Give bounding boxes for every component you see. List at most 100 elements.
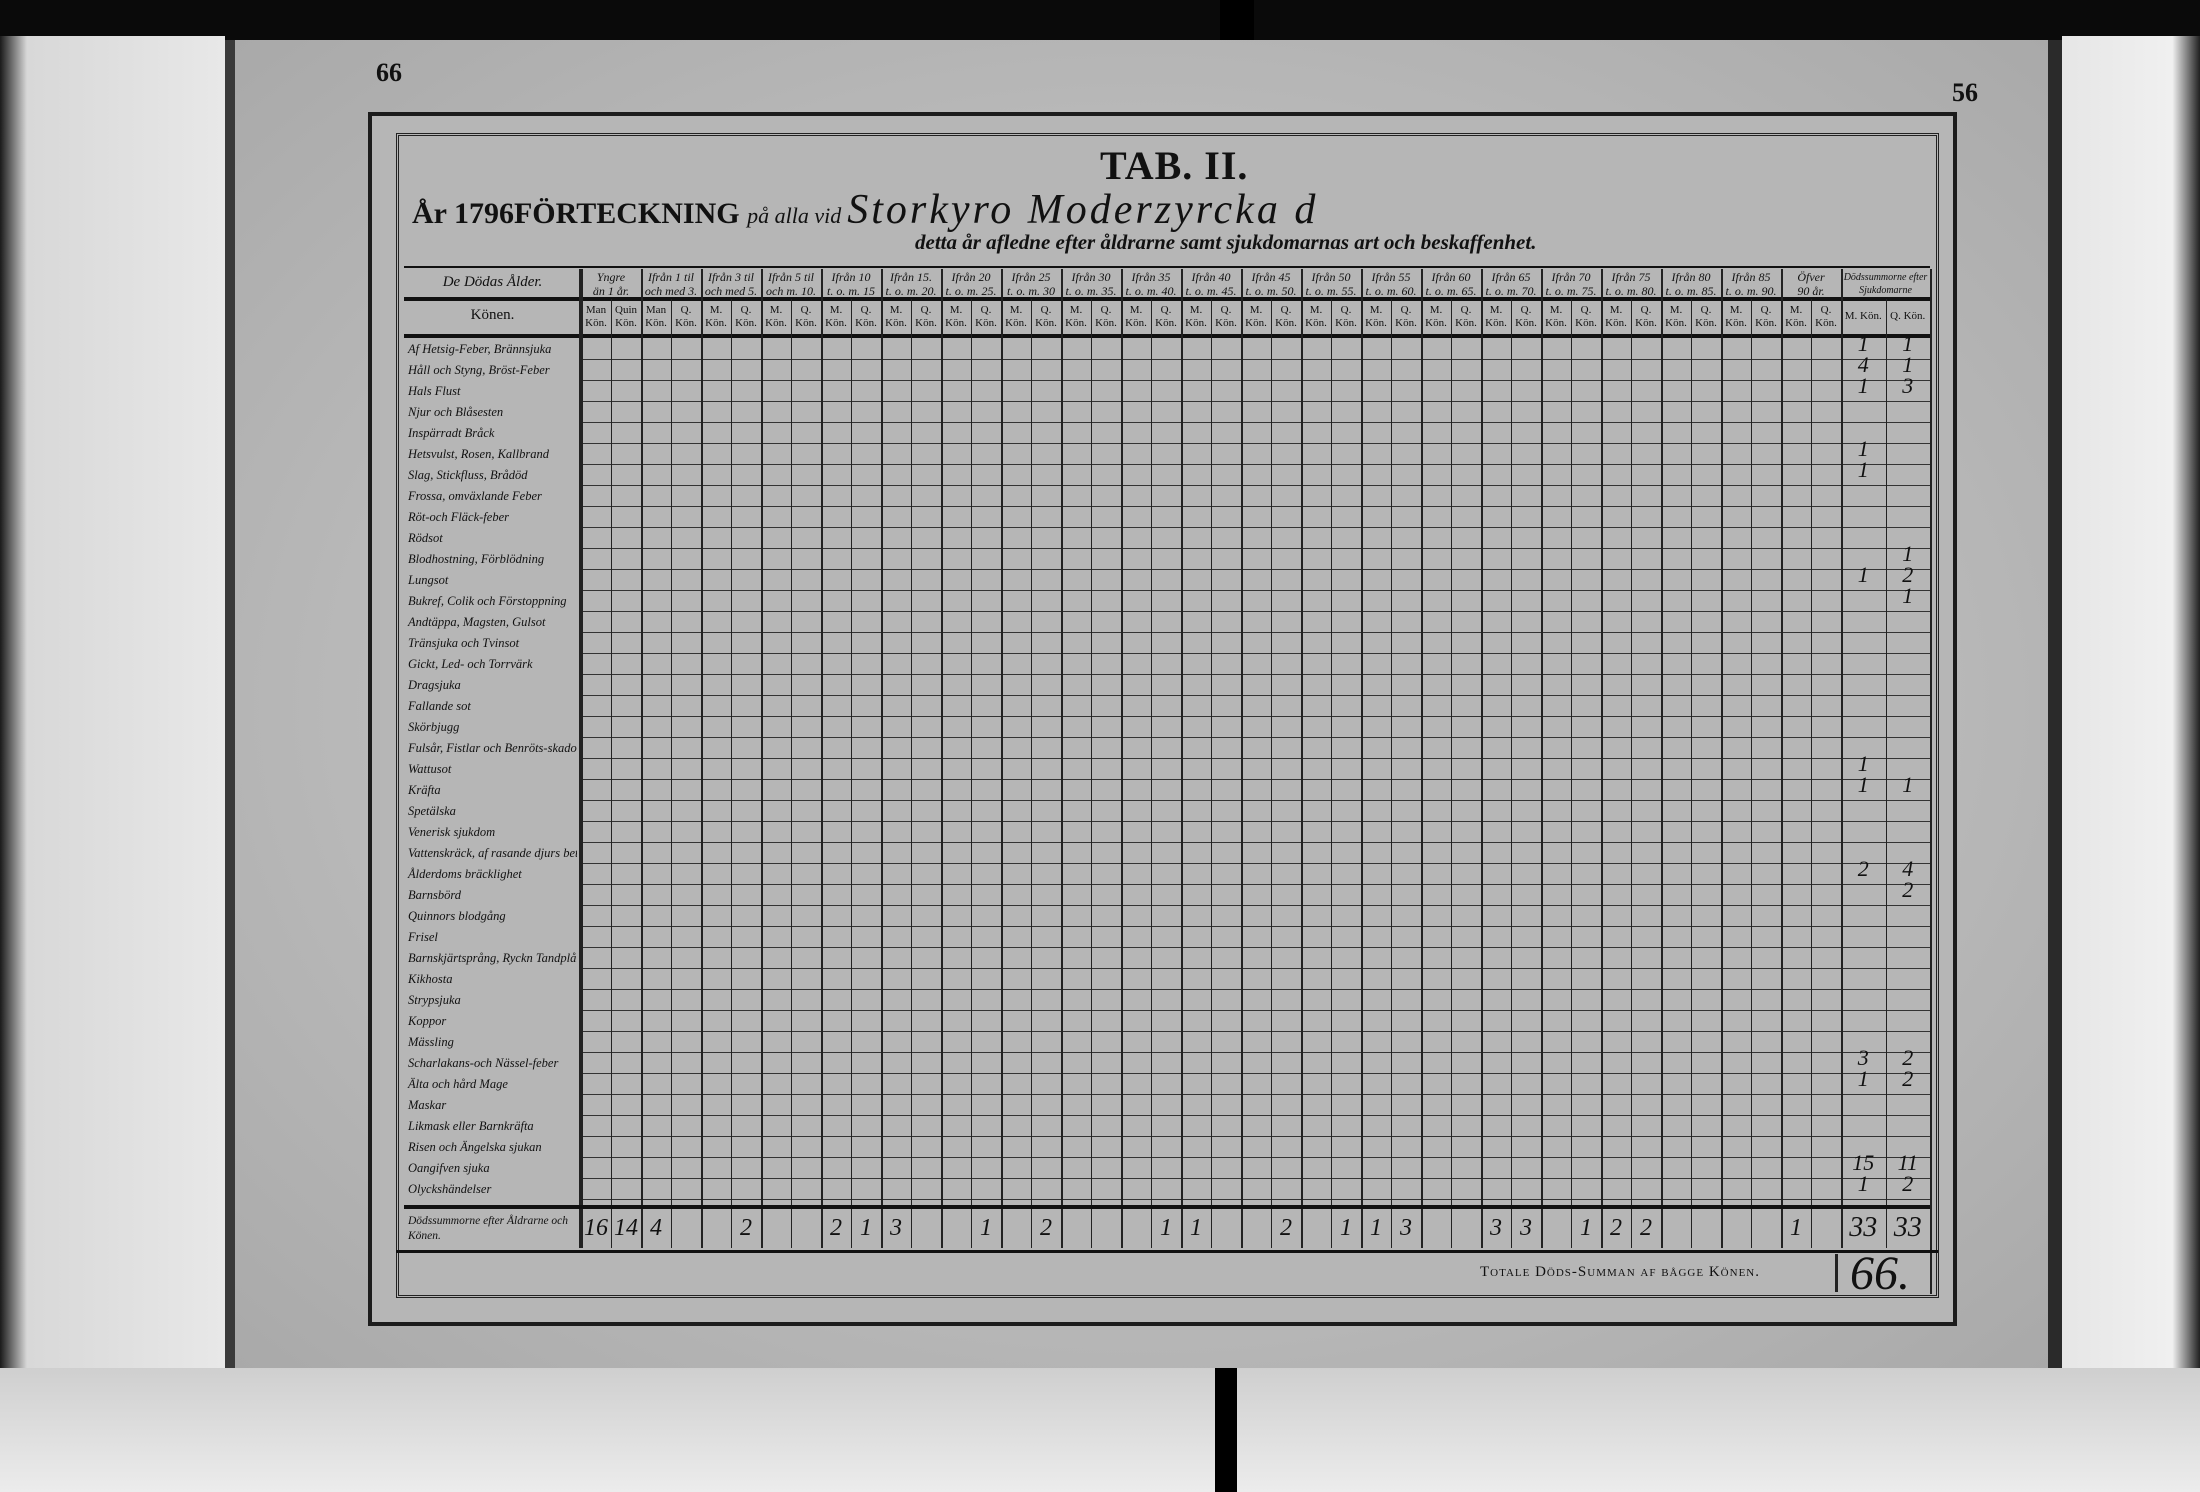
age-group-header-line2: t. o. m. 25.	[945, 284, 997, 298]
age-group-divider	[881, 269, 883, 1248]
sex-column-header: M.	[1789, 304, 1803, 316]
row-total-female	[1886, 480, 1931, 501]
sex-column-header-sub: Kön.	[1665, 317, 1687, 329]
sex-divider	[1151, 299, 1152, 1248]
row-total-female: 1	[1902, 541, 1914, 566]
age-total-cell: 1	[980, 1215, 992, 1241]
disease-row-label: Röt-och Fläck-feber	[408, 510, 509, 524]
sex-column-header-sub: Kön.	[1125, 317, 1147, 329]
row-total-female: 1	[1902, 331, 1914, 356]
sex-column-header-sub: Kön.	[915, 317, 937, 329]
row-total-female	[1886, 522, 1931, 543]
disease-row-label: Risen och Ängelska sjukan	[408, 1140, 542, 1154]
sex-column-header: M.	[1669, 304, 1683, 316]
age-group-divider	[1181, 269, 1183, 1248]
scan-background-left	[0, 0, 225, 1492]
disease-row-label: Barnskjärtsprång, Ryckn Tandplå.	[408, 951, 577, 965]
right-page-number: 56	[1952, 78, 1978, 107]
age-total-cell	[1061, 1210, 1091, 1248]
row-total-male	[1841, 606, 1886, 627]
disease-row-label: Vattenskräck, af rasande djurs bett	[408, 846, 577, 860]
row-total-female	[1886, 690, 1931, 711]
sex-column-header-sub: Kön.	[1545, 317, 1567, 329]
disease-row-label: Ålderdoms bräcklighet	[408, 867, 522, 881]
row-rule	[581, 800, 1930, 801]
row-total-female	[1886, 1089, 1931, 1110]
disease-row-label: Oangifven sjuka	[408, 1161, 490, 1175]
age-group-divider	[1301, 269, 1303, 1248]
row-rule	[581, 1115, 1930, 1116]
row-total-female	[1886, 795, 1931, 816]
disease-row-label: Olyckshändelser	[408, 1182, 492, 1196]
sex-column-header-sub: Kön.	[1335, 317, 1357, 329]
age-group-header-line2: t. o. m. 40.	[1125, 284, 1177, 298]
row-total-female: 1	[1902, 772, 1914, 797]
total-male: 33	[1849, 1212, 1878, 1243]
sex-column-header: M.	[1129, 304, 1143, 316]
age-group-header-line2: 90 år.	[1797, 284, 1825, 298]
sex-column-header: M.	[769, 304, 783, 316]
disease-row-label: Hals Flust	[408, 384, 461, 398]
sex-column-header: Q.	[980, 304, 992, 316]
row-total-male	[1841, 501, 1886, 522]
row-total-male	[1841, 1131, 1886, 1152]
disease-row-label: Kräfta	[408, 783, 441, 797]
row-total-male: 1	[1857, 436, 1869, 461]
row-total-female	[1886, 438, 1931, 459]
sex-divider	[731, 299, 732, 1248]
row-total-male	[1841, 396, 1886, 417]
row-total-male	[1841, 1089, 1886, 1110]
age-total-cell: 14	[614, 1215, 638, 1241]
sex-column-header-sub: Kön.	[975, 317, 997, 329]
sex-column-header: Q.	[1640, 304, 1652, 316]
sex-column-header: Q.	[800, 304, 812, 316]
row-rule	[581, 653, 1930, 654]
disease-row-label: Frossa, omväxlande Feber	[408, 489, 542, 503]
sex-column-header-sub: Kön.	[825, 317, 847, 329]
age-group-header-line2: t. o. m. 30	[1007, 284, 1055, 298]
age-total-cell: 1	[1190, 1215, 1202, 1241]
sex-column-header: M.	[1369, 304, 1383, 316]
row-total-female: 11	[1897, 1150, 1918, 1175]
sex-column-header-sub: Kön.	[1185, 317, 1207, 329]
age-group-divider	[1361, 269, 1363, 1248]
row-rule	[581, 527, 1930, 528]
sex-column-header-sub: Kön.	[705, 317, 727, 329]
sex-column-header: Q.	[1520, 304, 1532, 316]
sex-divider	[1211, 299, 1212, 1248]
row-total-male: 2	[1857, 856, 1869, 881]
sex-divider	[1691, 299, 1692, 1248]
age-group-divider	[1781, 269, 1783, 1248]
row-rule	[581, 611, 1930, 612]
age-group-header-line2: t. o. m. 80.	[1605, 284, 1657, 298]
row-rule	[581, 401, 1930, 402]
grand-total-label: Totale Döds-Summan af bågge Könen.	[1480, 1264, 1760, 1280]
age-total-cell: 1	[860, 1215, 872, 1241]
sex-column-header-sub: Kön.	[1695, 317, 1717, 329]
row-rule	[581, 926, 1930, 927]
age-group-header-line1: Ifrån 75	[1611, 270, 1651, 284]
sex-column-header-sub: Kön.	[1425, 317, 1447, 329]
sex-column-header-sub: Kön.	[1395, 317, 1417, 329]
age-total-cell: 4	[650, 1215, 662, 1241]
sex-column-header-sub: Kön.	[1035, 317, 1057, 329]
sex-column-header: M.	[949, 304, 963, 316]
disease-row-label: Bukref, Colik och Förstoppning	[408, 594, 567, 608]
sex-column-header-sub: Kön.	[615, 317, 637, 329]
age-group-header-line1: Ifrån 25	[1011, 270, 1051, 284]
row-total-female: 2	[1902, 562, 1914, 587]
sex-column-header: Man	[645, 304, 667, 316]
age-group-divider	[941, 269, 943, 1248]
disease-row-label: Wattusot	[408, 762, 452, 776]
sex-column-header: M.	[1489, 304, 1503, 316]
disease-row-label: Hetsvulst, Rosen, Kallbrand	[408, 447, 549, 461]
sex-column-header: Q.	[740, 304, 752, 316]
age-group-header-line1: Ifrån 15.	[890, 270, 932, 284]
age-total-cell: 2	[740, 1215, 752, 1241]
age-total-cell: 3	[1490, 1215, 1502, 1241]
disease-row-label: Njur och Blåsesten	[408, 405, 504, 419]
age-total-cell	[1001, 1210, 1031, 1248]
row-total-female	[1886, 1110, 1931, 1131]
disease-row-label: Älta och hård Mage	[408, 1077, 508, 1091]
row-total-male: 1	[1857, 1066, 1869, 1091]
